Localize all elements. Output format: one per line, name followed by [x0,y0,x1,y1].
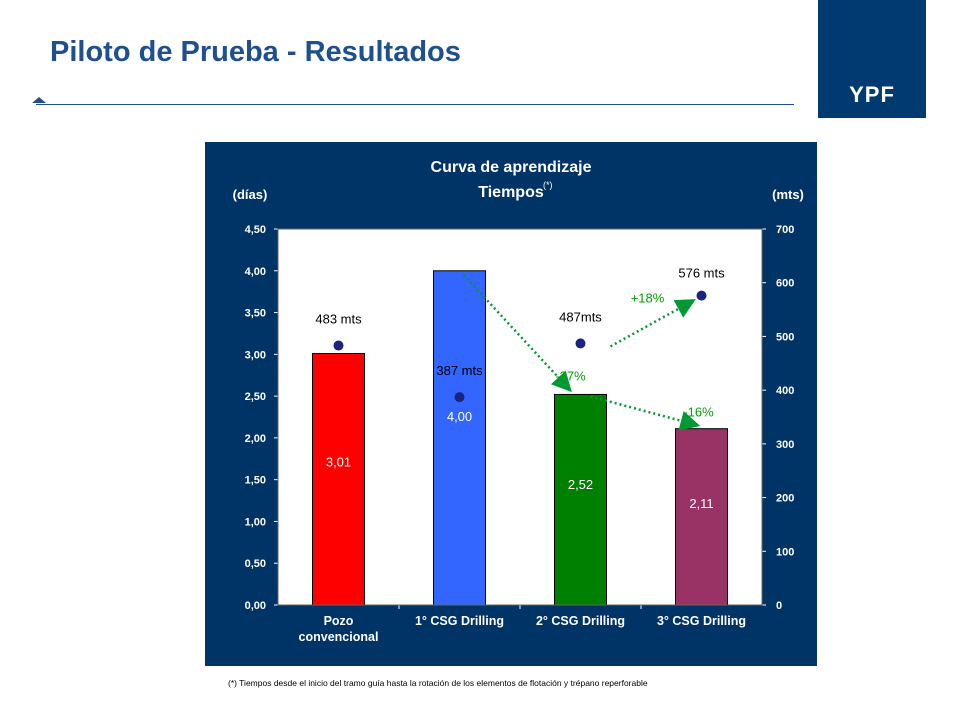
annotation-label: +18% [631,291,665,306]
y2-tick-label: 600 [776,278,794,290]
chart-subtitle-marker: (*) [543,180,553,190]
title-rule-marker [32,97,46,103]
y-tick-label: 2,00 [245,433,266,445]
y-tick-label: 3,50 [245,308,266,320]
y2-tick-label: 700 [776,224,794,236]
learning-curve-chart: Curva de aprendizaje Tiempos (*) (días) (mts… [205,142,817,666]
bar-value-label: 3,01 [326,455,351,470]
trend-arrow [609,299,696,348]
meter-point [333,340,344,351]
y2-tick-label: 500 [776,331,794,343]
bar-value-label: 2,52 [568,477,593,492]
x-tick-label: convencional [299,630,379,644]
meter-label: 387 mts [436,363,483,378]
chart-container: Curva de aprendizaje Tiempos (*) (días) (mts… [205,142,817,666]
x-tick-label: 1° CSG Drilling [415,614,504,628]
annotation-label: -37% [555,368,586,383]
y-tick-label: 1,50 [245,475,266,487]
bar [554,393,607,606]
plot-border [277,228,763,606]
meter-label: 483 mts [315,312,362,327]
y2-tick-label: 100 [776,546,794,558]
x-tick-label: Pozo [324,614,354,628]
ypf-logo: YPF [818,0,926,118]
y2-tick-label: 200 [776,493,794,505]
y-tick-label: 4,00 [245,266,266,278]
meter-label: 487mts [559,309,602,324]
page-title: Piloto de Prueba - Resultados [50,36,461,68]
chart-title: Curva de aprendizaje [431,159,592,176]
bar [312,352,365,606]
y-tick-label: 2,50 [245,391,266,403]
bar-value-label: 4,00 [447,409,472,424]
y2-tick-label: 0 [776,600,782,612]
y2-tick-label: 300 [776,439,794,451]
x-tick-label: 2° CSG Drilling [536,614,625,628]
title-divider [36,104,794,105]
y-axis-label: (días) [233,187,268,202]
bar [675,428,728,606]
y2-axis-label: (mts) [772,187,804,202]
meter-label: 576 mts [678,266,725,281]
y-tick-label: 4,50 [245,224,266,236]
bar-value-label: 2,11 [689,496,713,511]
y2-tick-label: 400 [776,385,794,397]
meter-point [575,338,586,349]
logo-text: YPF [849,82,895,107]
annotation-label: -16% [683,405,714,420]
meter-point [454,392,465,403]
meter-point [696,290,707,301]
bar [433,270,486,606]
y-tick-label: 0,00 [245,600,266,612]
y-tick-label: 3,00 [245,349,266,361]
trend-arrow [590,395,701,431]
trend-arrow [462,273,572,393]
y-tick-label: 0,50 [245,558,266,570]
y-tick-label: 1,00 [245,516,266,528]
x-tick-label: 3° CSG Drilling [657,614,746,628]
footnote: (*) Tiempos desde el inicio del tramo gu… [228,678,648,688]
chart-subtitle: Tiempos [478,184,544,201]
